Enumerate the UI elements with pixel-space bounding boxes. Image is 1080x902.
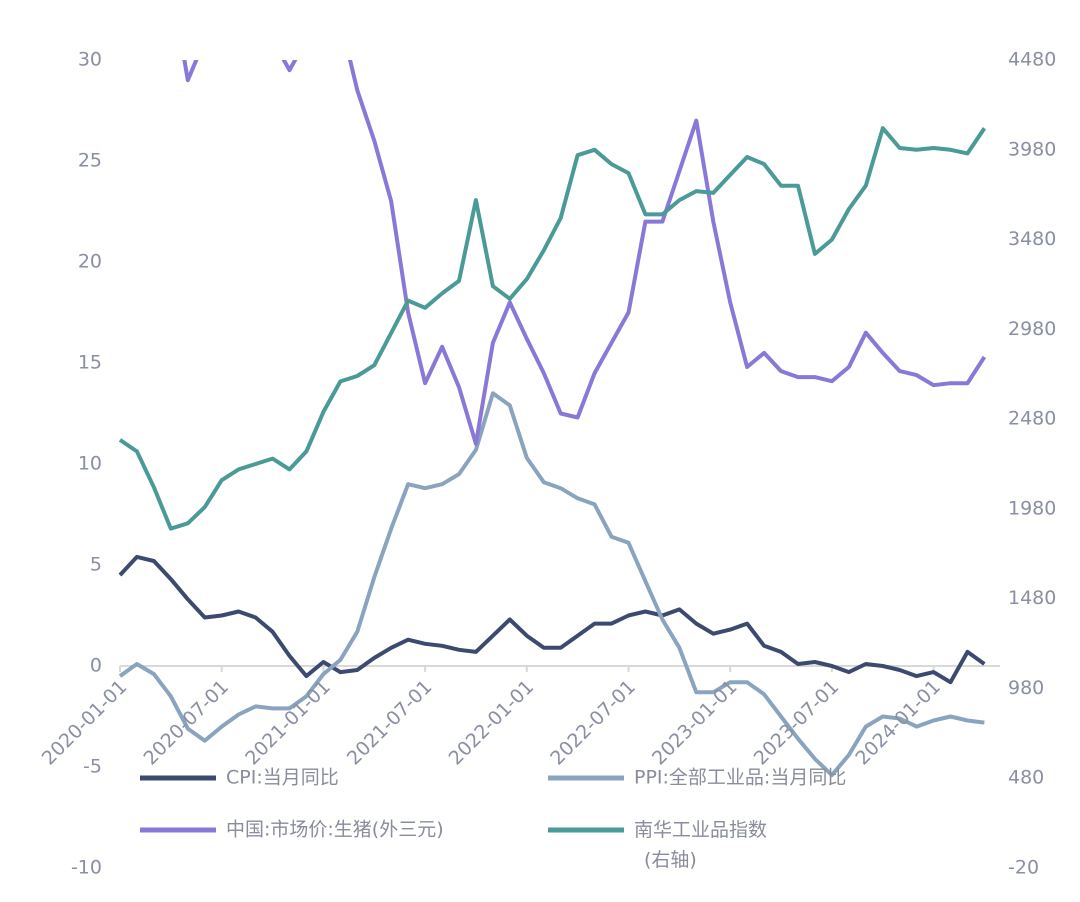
y2-tick-label: 1980	[1008, 497, 1056, 519]
y-tick-label: 15	[78, 352, 102, 374]
y2-tick-label: 3980	[1008, 138, 1056, 160]
x-tick-label: 2023-07-01	[750, 676, 844, 770]
x-tick-label: 2022-01-01	[445, 676, 539, 770]
y-tick-label: 30	[78, 49, 102, 71]
x-tick-label: 2022-07-01	[546, 676, 640, 770]
grid	[119, 665, 1000, 672]
y2-tick-label: 1480	[1008, 587, 1056, 609]
legend-label: 中国:市场价:生猪(外三元)	[226, 819, 444, 841]
x-tick-label: 2021-01-01	[241, 676, 335, 770]
y-tick-label: 0	[90, 655, 102, 677]
x-tick-label: 2020-07-01	[139, 676, 233, 770]
y2-tick-label: 480	[1008, 767, 1044, 789]
y-tick-label: -10	[71, 857, 102, 879]
series-line	[118, 391, 985, 778]
x-tick-label: 2021-07-01	[343, 676, 437, 770]
y2-tick-label: -20	[1008, 857, 1039, 879]
series-line	[118, 126, 987, 531]
y2-tick-label: 3480	[1008, 228, 1056, 250]
y2-tick-label: 2980	[1008, 318, 1056, 340]
legend-label: 南华工业品指数(右轴)	[634, 819, 767, 871]
y2-tick-label: 4480	[1008, 49, 1056, 71]
y-tick-label: -5	[83, 756, 102, 778]
y2-tick-label: 2480	[1008, 408, 1056, 430]
plot-area	[118, 60, 987, 778]
y2-tick-label: 980	[1008, 677, 1044, 699]
legend-label: PPI:全部工业品:当月同比	[634, 767, 846, 789]
y-tick-label: 25	[78, 150, 102, 172]
legend-label: CPI:当月同比	[226, 767, 339, 789]
y-tick-label: 5	[90, 554, 102, 576]
y-tick-label: 20	[78, 251, 102, 273]
series-line	[182, 60, 987, 446]
labels: -10 -5 0 5 10 15 20 25 30 -20 480 980 1480 1980 2480 29…	[38, 49, 1057, 879]
series-line	[118, 554, 986, 685]
y-tick-label: 10	[78, 453, 102, 475]
